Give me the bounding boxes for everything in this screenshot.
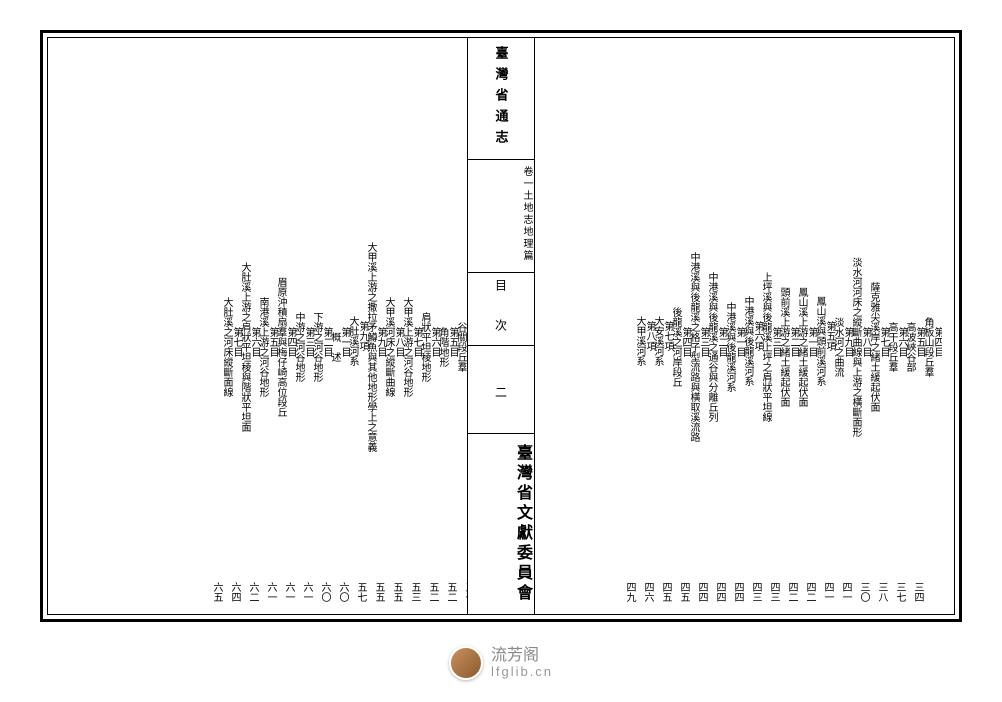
toc-entry: 第六目 肩狀平坦稜地形⋮五三 bbox=[421, 58, 439, 602]
entry-title: 大甲溪河系 bbox=[634, 306, 644, 366]
entry-label: 第二目 bbox=[788, 327, 798, 357]
toc-entry: 第八目 淡水河河床之縱斷曲線與上游之橫斷面形⋮四一 bbox=[852, 58, 870, 602]
entry-label: 第五項 bbox=[824, 321, 834, 351]
entry-label: 第六目 bbox=[896, 327, 906, 357]
toc-entry: 第五目 南港溪上游之河谷地形⋮六二 bbox=[259, 58, 277, 602]
toc-entry: 第八項 大甲溪河系⋮四九 bbox=[636, 58, 654, 602]
spine-column: 臺灣省通志 卷一土地志地理篇 目 次 二 臺灣省文獻委員會 bbox=[467, 38, 535, 614]
watermark-text-block: 流芳阁 lfglib.cn bbox=[491, 647, 553, 679]
entry-label: 第八目 bbox=[860, 327, 870, 357]
entry-label: 第八目 bbox=[393, 327, 403, 357]
toc-entry: 第七目 大肚溪之河床縱斷面線⋮六五 bbox=[223, 58, 241, 602]
spine-section-box: 目 次 bbox=[468, 272, 534, 346]
toc-entry: 第二目 下游之河谷地形⋮六一 bbox=[313, 58, 331, 602]
entry-label: 第九目 bbox=[842, 327, 852, 357]
toc-entry: 第七目 大甲溪上游之河谷地形⋮五五 bbox=[403, 58, 421, 602]
entry-label: 第五目 bbox=[447, 327, 457, 357]
outer-border: 第四目 角板山段丘羣⋮三四第五目 高波峽谷部⋮三七第六目 高干段丘羣⋮三八第七目… bbox=[40, 30, 962, 622]
toc-entry: 第六目 高干段丘羣⋮三八 bbox=[888, 58, 906, 602]
toc-entry: 第五目 高波峽谷部⋮三七 bbox=[906, 58, 924, 602]
entry-label: 第二目 bbox=[716, 327, 726, 357]
page-container: 第四目 角板山段丘羣⋮三四第五目 高波峽谷部⋮三七第六目 高干段丘羣⋮三八第七目… bbox=[0, 0, 1002, 702]
entry-title: 大肚溪之河床縱斷面線 bbox=[221, 287, 231, 397]
toc-entry: 第二目 中港溪與後龍溪之通谷與分離丘列⋮四四 bbox=[708, 58, 726, 602]
toc-entry: 第一目 中港溪與後龍溪河系⋮四四 bbox=[726, 58, 744, 602]
entry-label: 第九目 bbox=[375, 327, 385, 357]
toc-entry: 第五項 鳳山溪與頭前溪河系⋮四二 bbox=[816, 58, 834, 602]
toc-entry: 第九目 淡水河之曲流⋮四一 bbox=[834, 58, 852, 602]
spine-committee: 臺灣省文獻委員會 bbox=[468, 433, 534, 604]
entry-label: 第七目 bbox=[878, 327, 888, 357]
entry-label: 第六目 bbox=[249, 327, 259, 357]
toc-entry: 第三目 中游之河谷地形⋮六一 bbox=[295, 58, 313, 602]
entry-label: 第六目 bbox=[429, 327, 439, 357]
watermark-seal-icon bbox=[449, 646, 483, 680]
entry-label: 第三目 bbox=[698, 327, 708, 357]
toc-entry: 第二目 頭前溪上游之緒土緩起伏面⋮四三 bbox=[780, 58, 798, 602]
entry-label: 第八項 bbox=[644, 321, 654, 351]
toc-entry: 第四目 後龍溪之河岸段丘⋮四五 bbox=[672, 58, 690, 602]
toc-entry: 第三目 上坪溪與後龍溪上坪之肩狀平坦線⋮四三 bbox=[762, 58, 780, 602]
entry-label: 第五目 bbox=[914, 327, 924, 357]
spine-title: 臺灣省通志 bbox=[492, 46, 511, 151]
entry-label: 第一目 bbox=[734, 327, 744, 357]
inner-border: 第四目 角板山段丘羣⋮三四第五目 高波峽谷部⋮三七第六目 高干段丘羣⋮三八第七目… bbox=[47, 37, 955, 615]
spine-section: 目 次 bbox=[493, 279, 510, 339]
entry-label: 第一目 bbox=[339, 327, 349, 357]
entry-label: 第七項 bbox=[662, 321, 672, 351]
entry-label: 第六項 bbox=[752, 321, 762, 351]
entry-page: 六五 bbox=[211, 582, 221, 602]
entry-label: 第二目 bbox=[321, 327, 331, 357]
entry-label: 第四目 bbox=[285, 327, 295, 357]
entry-label: 第四目 bbox=[680, 327, 690, 357]
spine-page-number: 二 bbox=[493, 386, 510, 402]
toc-entry: 第八目 大甲溪河床之縱斷曲線⋮五五 bbox=[385, 58, 403, 602]
entry-label: 第三目 bbox=[303, 327, 313, 357]
toc-entry: 第三目 中港溪與後龍溪之格子型流路與橫取溪流路⋮四五 bbox=[690, 58, 708, 602]
entry-page: 四九 bbox=[624, 582, 634, 602]
toc-entry: 第七目 薩克雅尖溪岸之緒土緩起伏面⋮三〇 bbox=[870, 58, 888, 602]
toc-entry: 第四目 眉原沖積扇羣與梅仔崎高位段丘⋮六一 bbox=[277, 58, 295, 602]
toc-entry: 第一目 鳳山溪上游之緒土緩起伏面⋮四二 bbox=[798, 58, 816, 602]
entry-label: 第九項 bbox=[357, 321, 367, 351]
entry-label: 第一目 bbox=[806, 327, 816, 357]
entry-label: 第七目 bbox=[411, 327, 421, 357]
toc-right-half: 第四目 角板山段丘羣⋮三四第五目 高波峽谷部⋮三七第六目 高干段丘羣⋮三八第七目… bbox=[535, 58, 942, 602]
entry-label: 第四目 bbox=[932, 327, 942, 357]
watermark-cn-text: 流芳阁 bbox=[491, 647, 553, 665]
watermark: 流芳阁 lfglib.cn bbox=[449, 646, 553, 680]
toc-entry: 第七項 大安溪河系⋮四六 bbox=[654, 58, 672, 602]
toc-entry: 第九目 大甲溪上游之撒拉矛鱒魚與其他地形學上之意義⋮五七 bbox=[367, 58, 385, 602]
toc-entry: 第一目 概 述⋮六〇 bbox=[331, 58, 349, 602]
entry-label: 第七目 bbox=[231, 327, 241, 357]
toc-entry: 第六項 中港溪與後龍溪河系⋮四四 bbox=[744, 58, 762, 602]
entry-label: 第三目 bbox=[770, 327, 780, 357]
spine-subtitle: 卷一土地志地理篇 bbox=[468, 159, 534, 262]
entry-label: 第五目 bbox=[267, 327, 277, 357]
toc-entry: 第六目 大肚溪上游之肩狀平坦稜與階狀平坦面⋮六四 bbox=[241, 58, 259, 602]
toc-entry: 第四目 角板山段丘羣⋮三四 bbox=[924, 58, 942, 602]
toc-entry: 第九項 大肚溪河系⋮六〇 bbox=[349, 58, 367, 602]
watermark-url: lfglib.cn bbox=[491, 665, 553, 679]
toc-entry: 第五目 角階地形⋮五二 bbox=[439, 58, 457, 602]
